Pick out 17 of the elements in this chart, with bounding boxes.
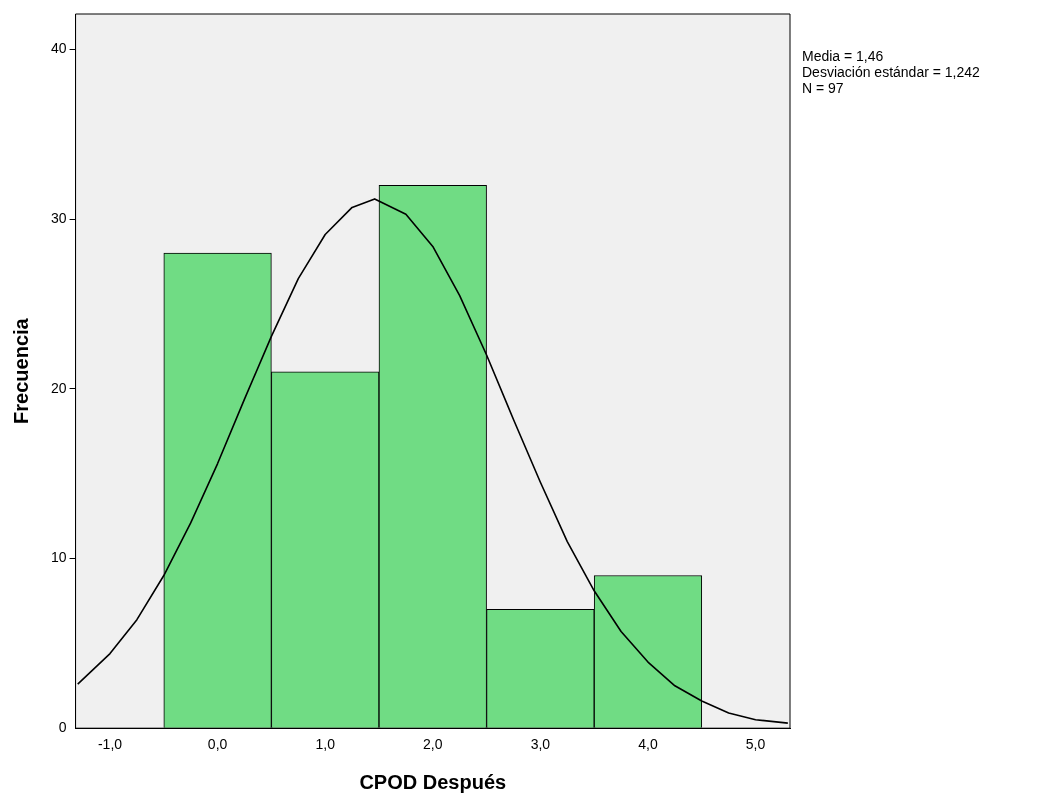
text: Desviación estándar = 1,242 [802,63,981,80]
text: N = 97 [802,79,844,96]
y-tick-label: 20 [50,379,67,396]
x-tick-label: 0,0 [207,736,228,753]
x-tick-label: 3,0 [530,736,551,753]
x-tick-label: 2,0 [423,736,443,753]
y-tick-label: 40 [50,40,67,57]
x-tick-label: 5,0 [745,736,766,753]
x-axis-title: CPOD Después [359,770,507,793]
y-tick-label: 10 [50,549,67,566]
x-tick-label: -1,0 [97,736,123,753]
y-tick-label: 0 [58,719,67,736]
text: Media = 1,46 [802,47,884,64]
y-axis-title: Frecuencia [9,317,32,424]
x-tick-label: 4,0 [638,736,658,753]
y-tick-label: 30 [50,210,67,227]
x-tick-label: 1,0 [315,736,336,753]
